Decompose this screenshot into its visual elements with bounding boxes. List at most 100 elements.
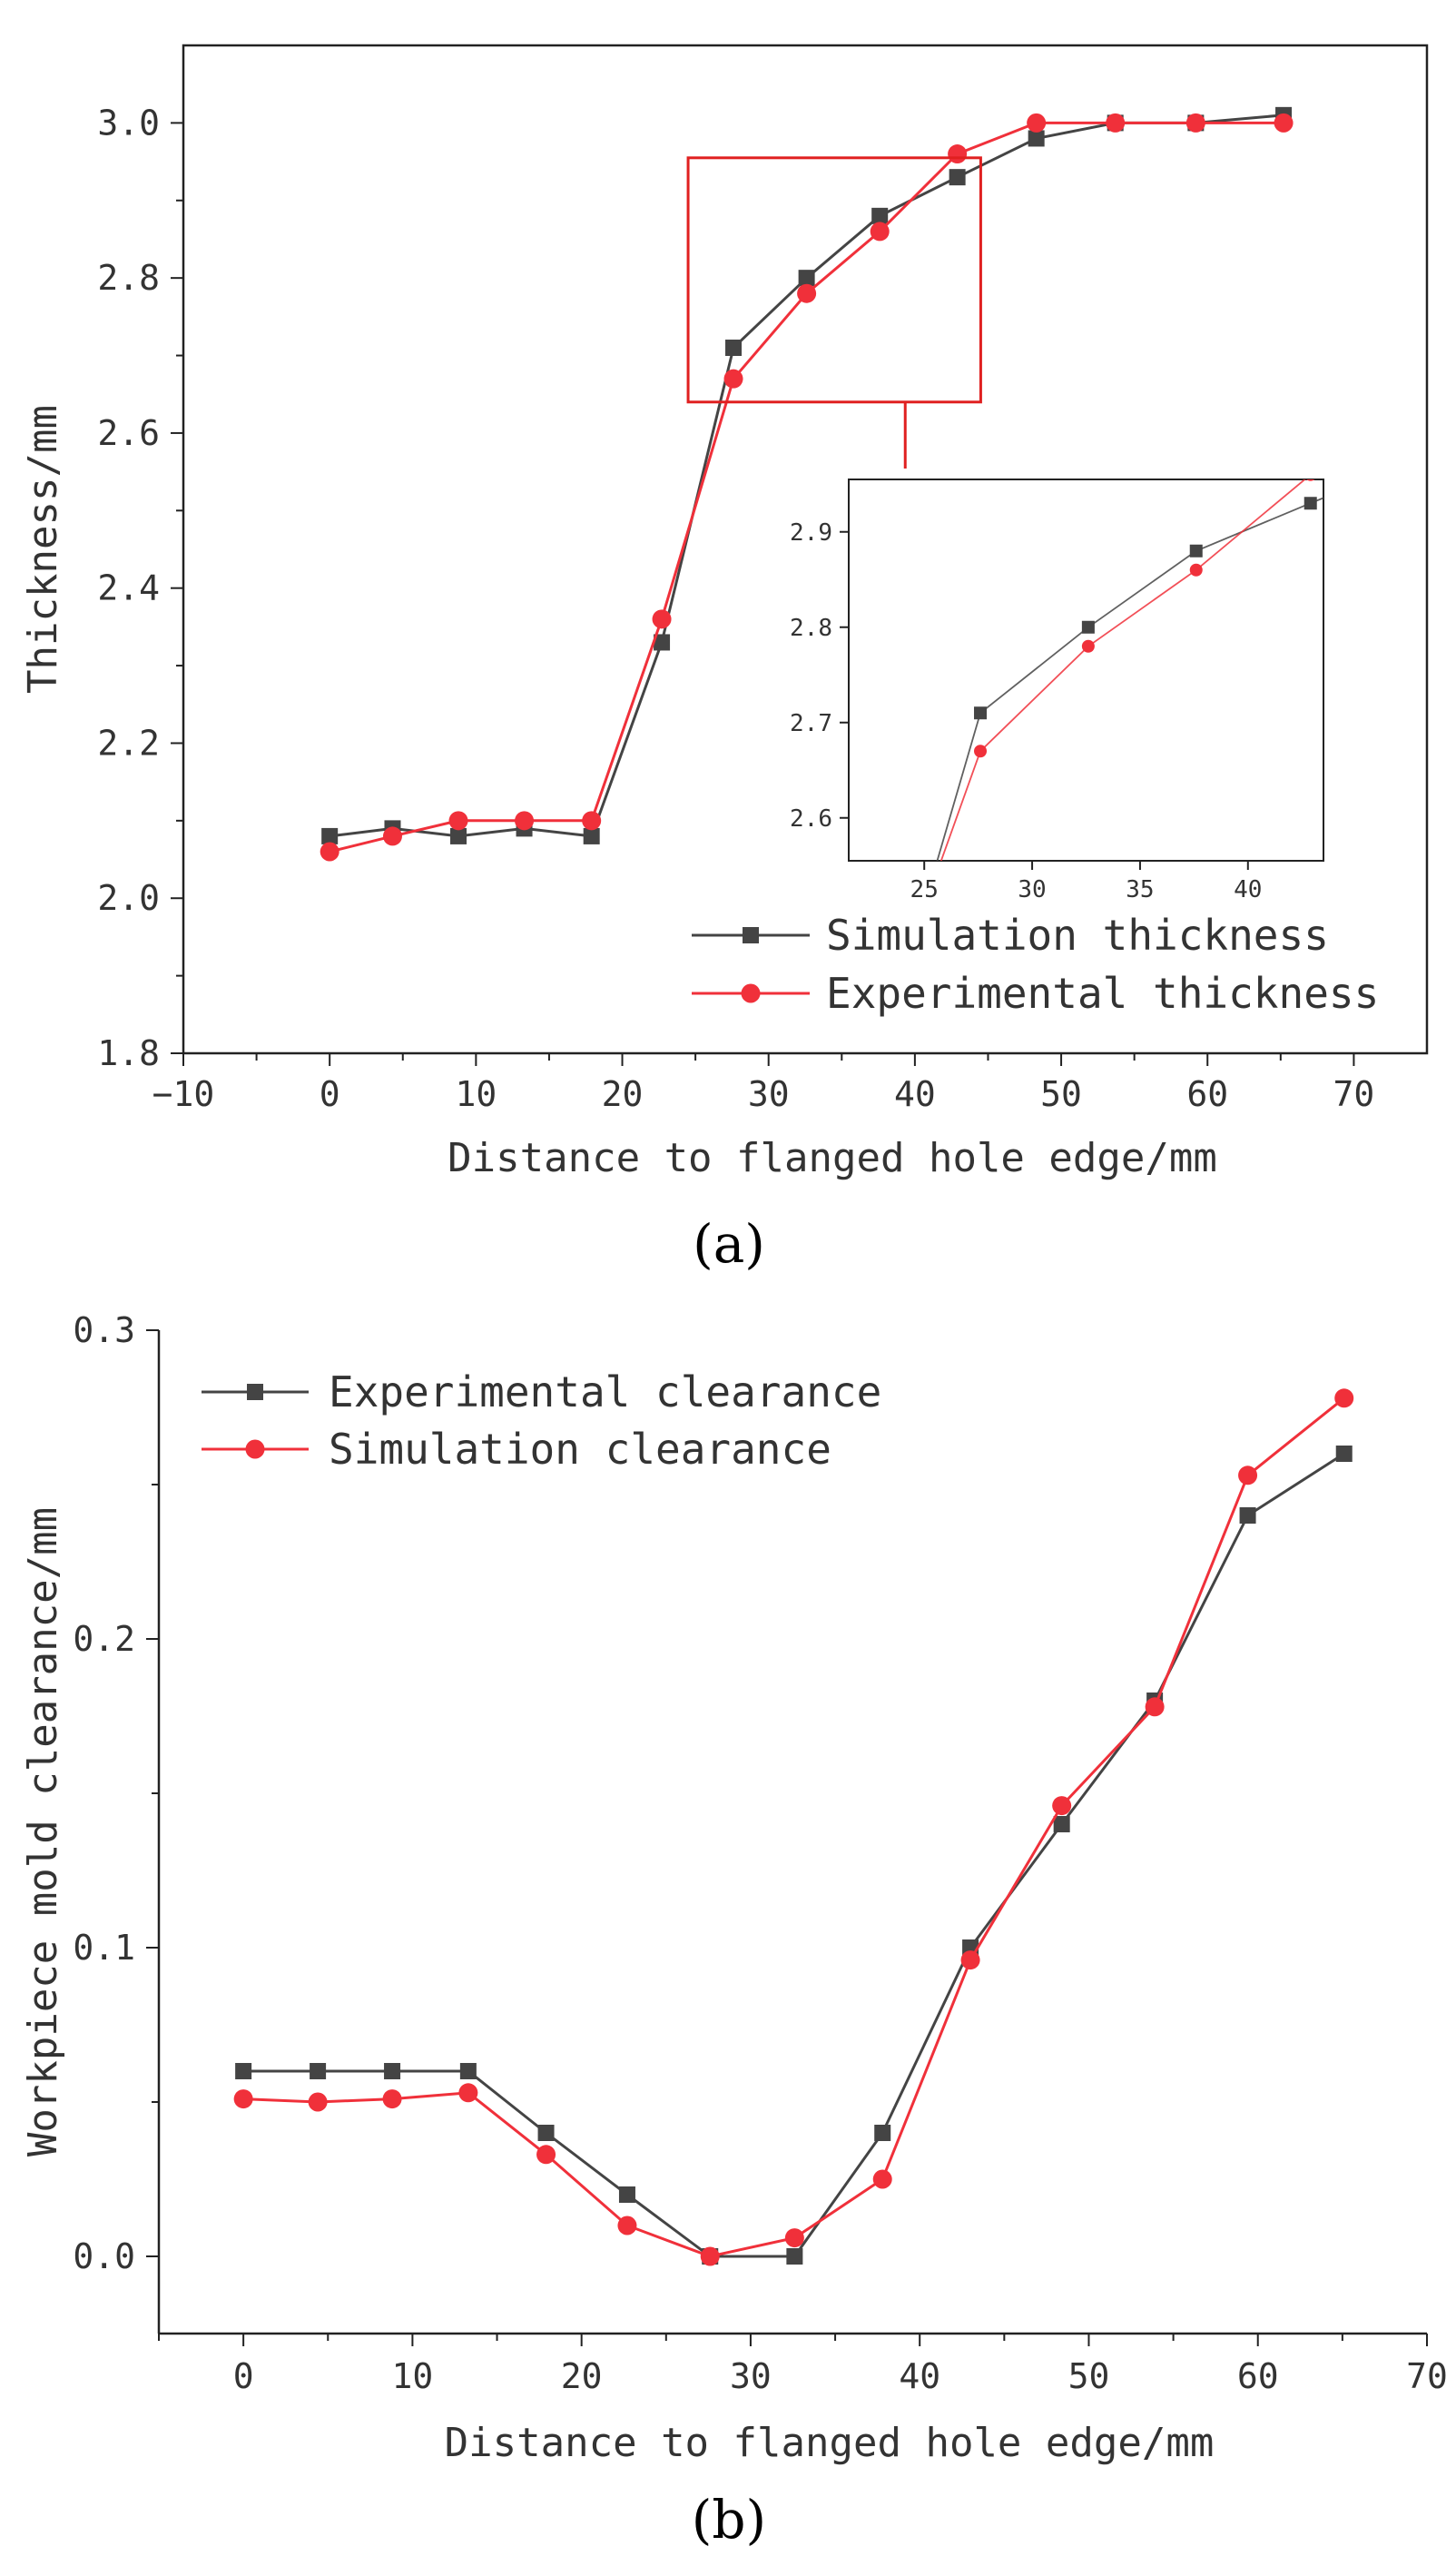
inset-series-line-circle [940, 479, 1306, 861]
y-tick-label: 1.8 [97, 1033, 160, 1073]
legend-marker [741, 983, 761, 1003]
data-point [1274, 113, 1294, 133]
y-tick-label: 2.4 [97, 568, 160, 608]
inset-data-point [1189, 544, 1203, 558]
x-tick-label: 60 [1186, 1074, 1228, 1114]
inset-data-point [568, 1288, 581, 1301]
data-point [450, 827, 467, 844]
legend-label: Simulation thickness [826, 911, 1329, 960]
series-line-circle [243, 1396, 1345, 2258]
y-axis-label: Thickness/mm [20, 405, 66, 694]
data-point [536, 2145, 556, 2165]
series-line-square [243, 1452, 1345, 2258]
caption-a: (a) [693, 1213, 765, 1275]
legend-label: Experimental clearance [329, 1367, 881, 1416]
data-point [384, 2063, 401, 2079]
data-point [1335, 1446, 1353, 1462]
legend-label: Simulation clearance [329, 1425, 831, 1474]
data-point [1053, 1816, 1070, 1832]
data-point [618, 2186, 635, 2203]
x-axis-label: Distance to flanged hole edge/mm [448, 1135, 1217, 1181]
inset-data-point [1304, 497, 1317, 510]
y-tick-label: 2.2 [97, 723, 160, 763]
inset-data-point [471, 1298, 484, 1310]
inset-y-tick-label: 2.9 [790, 519, 832, 547]
x-axis-label: Distance to flanged hole edge/mm [445, 2420, 1215, 2466]
legend-marker [245, 1439, 265, 1459]
plot-frame [182, 44, 1429, 1055]
chart-thickness: −10 0 10 20 30 40 50 60 70 1.8 2.0 2.2 2.4 2.6 2.8 3.0 D… [20, 44, 1429, 1320]
x-tick-label: 30 [748, 1074, 790, 1114]
data-point [321, 827, 339, 844]
data-point [1145, 1697, 1165, 1717]
inset-data-point [764, 1288, 777, 1301]
y-tick-label: 3.0 [97, 103, 160, 143]
data-point [786, 2248, 803, 2265]
inset-x-tick-label: 25 [910, 876, 939, 903]
data-point [1027, 113, 1047, 133]
inset-data-point [1081, 639, 1095, 653]
inset-data-point [471, 1308, 484, 1320]
x-tick-label: 20 [561, 2356, 603, 2396]
series-line-circle [329, 121, 1284, 854]
y-tick-label: 0.3 [73, 1310, 135, 1350]
x-tick-label: 40 [899, 2356, 940, 2396]
data-point [725, 340, 743, 356]
data-point [949, 169, 966, 186]
inset-frame [848, 479, 1324, 862]
x-tick-label: 40 [894, 1074, 936, 1114]
data-point [871, 207, 889, 224]
inset-y-tick-label: 2.6 [790, 805, 832, 833]
inset-x-tick-label: 40 [1234, 876, 1262, 903]
legend-label: Experimental thickness [826, 969, 1379, 1018]
data-point [948, 144, 968, 164]
data-point [798, 270, 815, 287]
data-point [448, 811, 468, 831]
x-tick-label: 30 [730, 2356, 772, 2396]
data-point [723, 369, 743, 389]
x-tick-label: 70 [1406, 2356, 1448, 2396]
inset-data-point [869, 1041, 881, 1053]
inset-data-point [974, 706, 988, 720]
y-tick-label: 0.0 [73, 2236, 135, 2276]
y-tick-label: 0.1 [73, 1928, 135, 1968]
legend-marker [743, 927, 759, 943]
y-tick-label: 0.2 [73, 1619, 135, 1659]
data-point [308, 2092, 328, 2112]
inset-series-line-square [936, 497, 1323, 861]
inset-data-point [1081, 620, 1095, 634]
zoom-box [686, 156, 982, 404]
x-tick-label: 10 [455, 1074, 497, 1114]
x-tick-label: 70 [1333, 1074, 1375, 1114]
data-point [784, 2228, 804, 2248]
y-tick-label: 2.0 [97, 878, 160, 918]
data-point [459, 2063, 477, 2079]
inset-data-point [1306, 479, 1315, 481]
legend: Simulation thickness Experimental thickne… [692, 911, 1379, 1018]
data-point [233, 2089, 253, 2109]
x-tick-label: 50 [1040, 1074, 1082, 1114]
data-point [1052, 1796, 1072, 1816]
data-point [652, 609, 672, 629]
data-point [583, 827, 600, 844]
x-tick-label: 60 [1237, 2356, 1279, 2396]
data-point [960, 1950, 980, 1970]
data-point [1185, 113, 1205, 133]
data-point [872, 2169, 892, 2189]
inset-data-point [568, 1308, 581, 1320]
legend: Experimental clearance Simulation clearan… [202, 1367, 881, 1474]
x-tick-label: 50 [1068, 2356, 1110, 2396]
inset-x-tick-label: 30 [1018, 876, 1046, 903]
data-point [797, 283, 817, 303]
data-point [1028, 130, 1045, 147]
data-point [1238, 1466, 1258, 1485]
data-point [382, 2089, 402, 2109]
inset-data-point [665, 1288, 678, 1301]
caption-b: (b) [692, 2489, 766, 2551]
inset-y-tick-label: 2.8 [790, 615, 832, 642]
inset-y-tick-label: 2.7 [790, 710, 832, 737]
x-tick-label: −10 [152, 1074, 215, 1114]
data-point [515, 811, 535, 831]
x-tick-label: 20 [602, 1074, 644, 1114]
